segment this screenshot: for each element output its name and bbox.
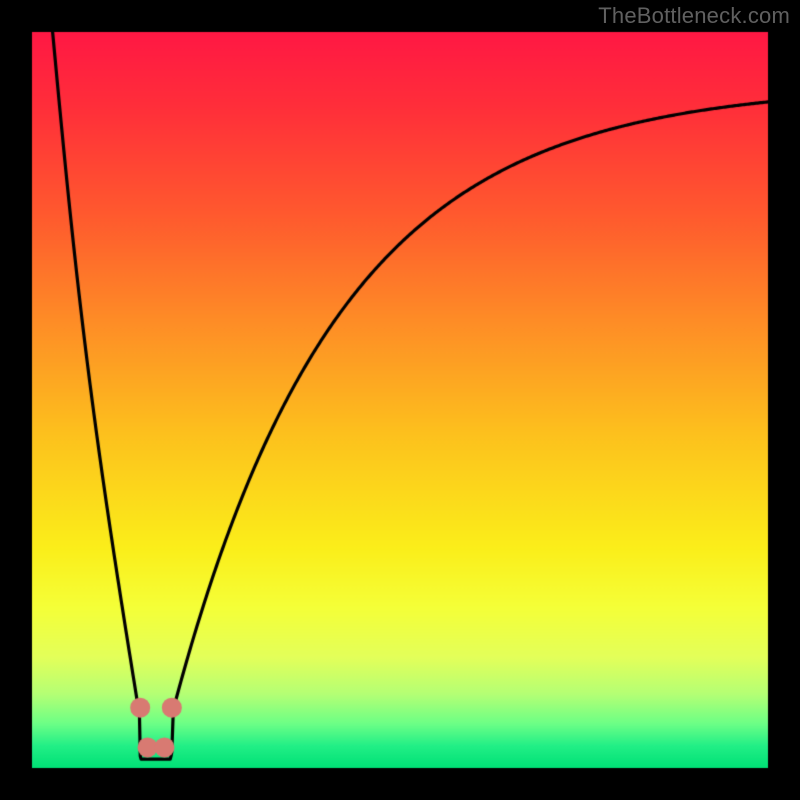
chart-container: TheBottleneck.com (0, 0, 800, 800)
bottleneck-curve-chart (0, 0, 800, 800)
watermark-text: TheBottleneck.com (598, 3, 790, 29)
